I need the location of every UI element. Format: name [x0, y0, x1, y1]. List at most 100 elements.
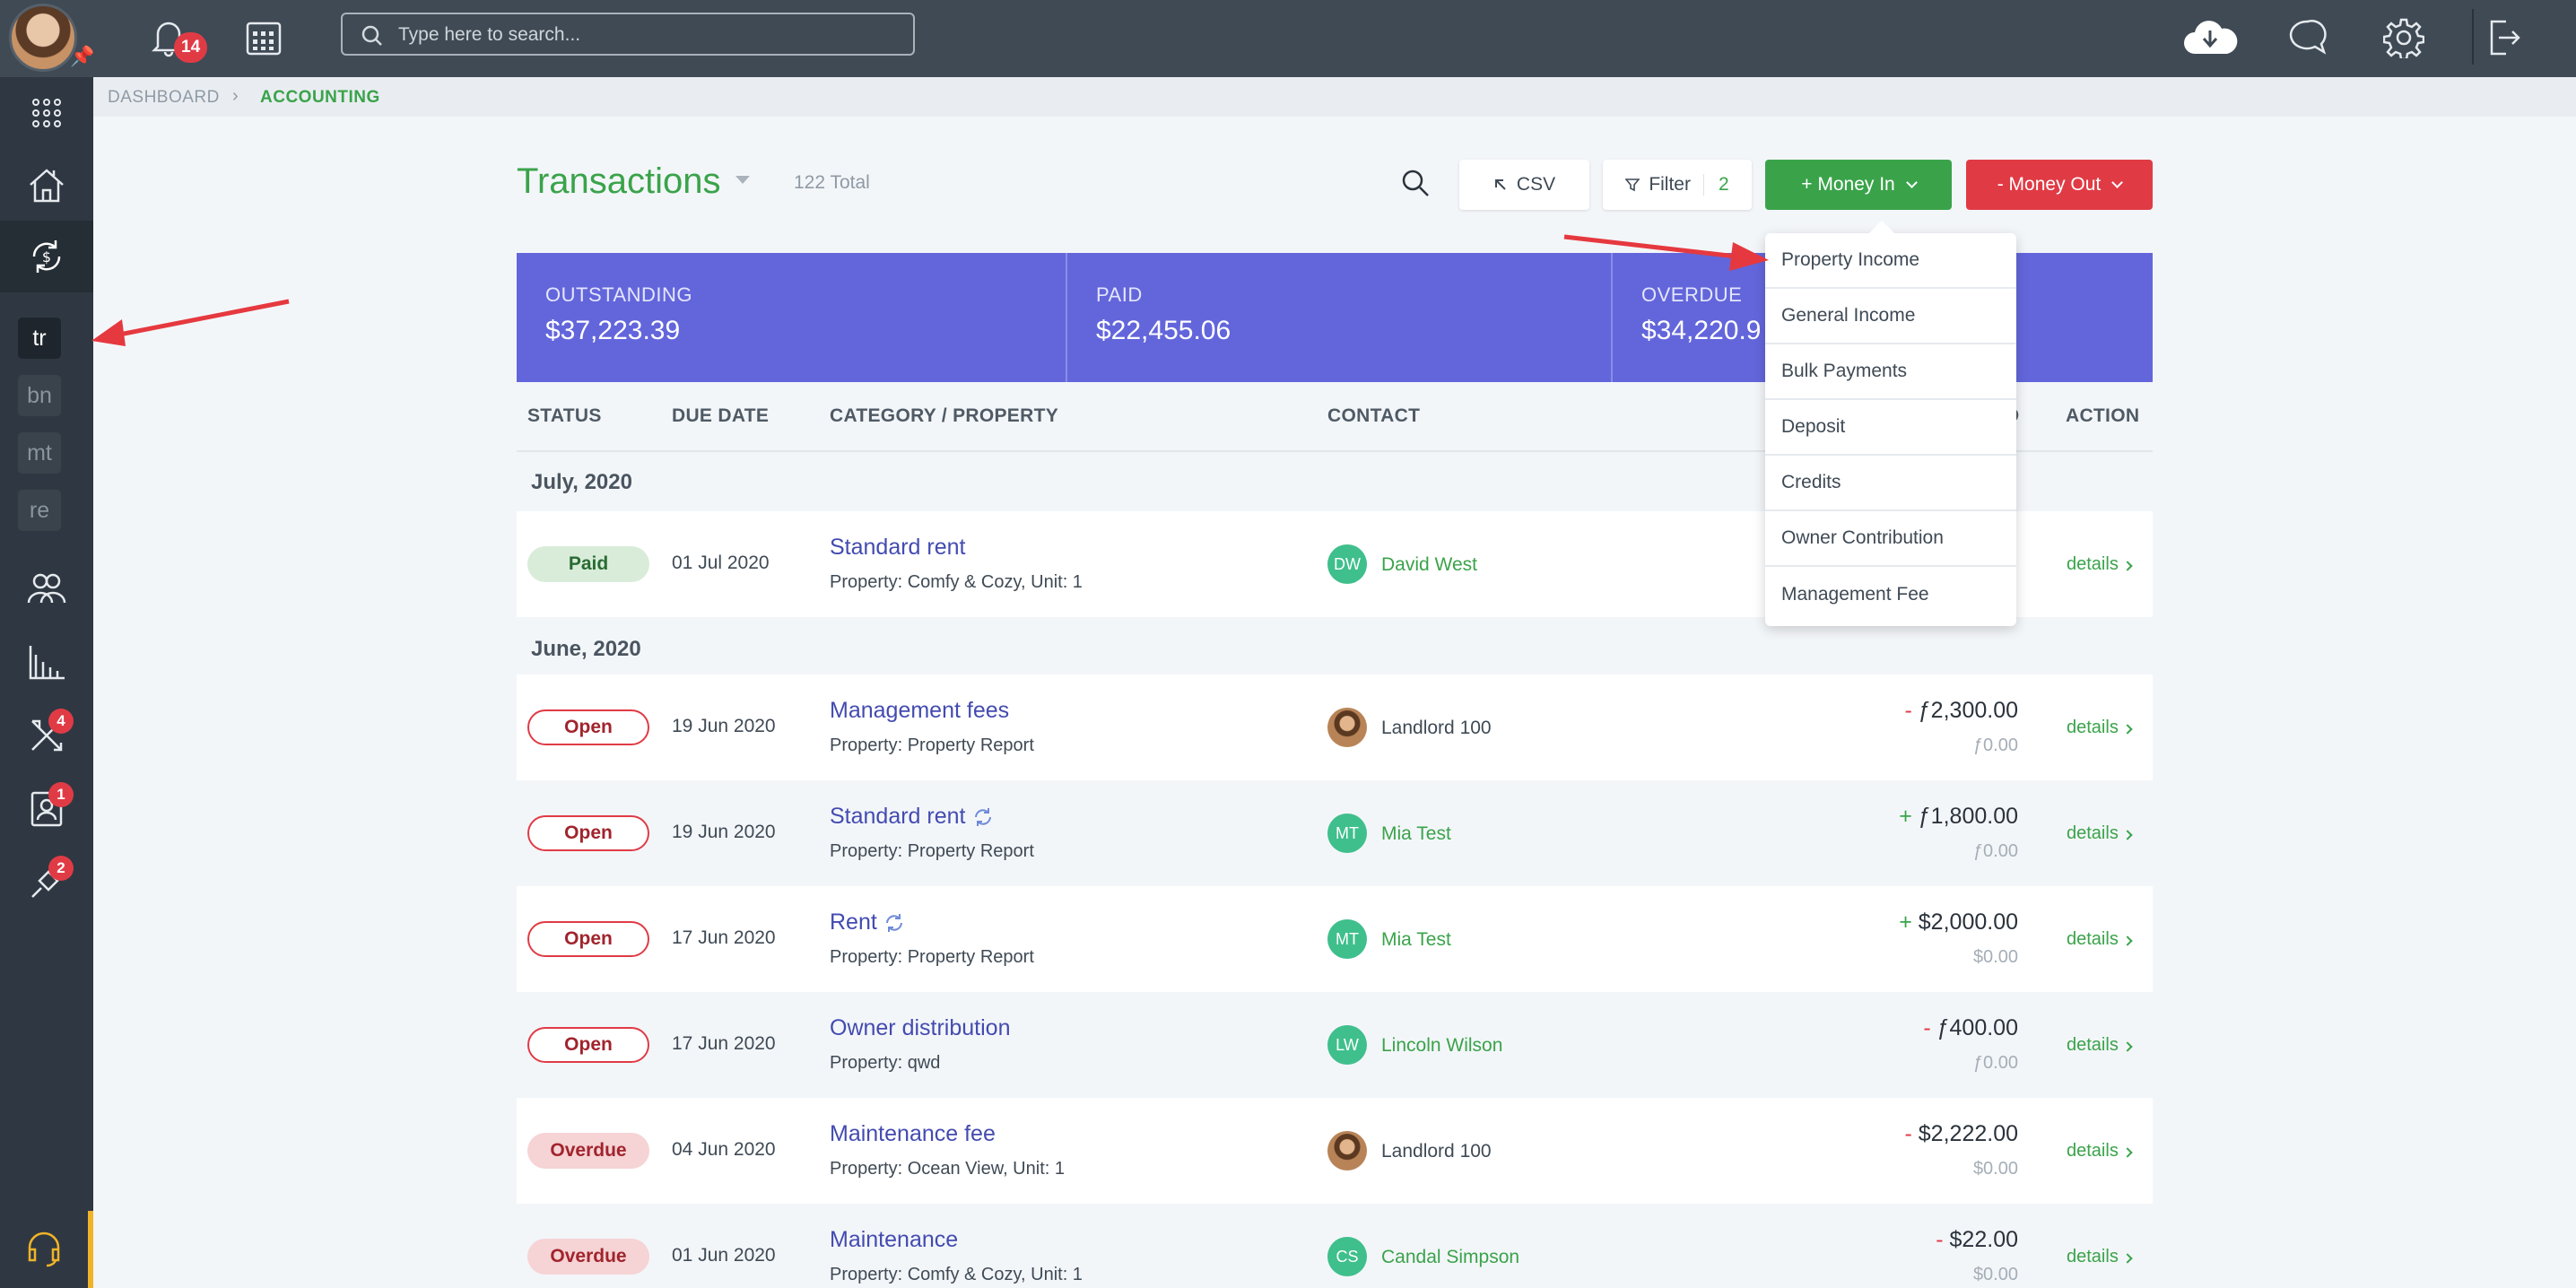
sidebar-item-apps[interactable]	[0, 77, 93, 149]
shortcut-tr[interactable]: tr	[18, 318, 61, 359]
shortcut-mt[interactable]: mt	[18, 432, 61, 474]
shortcut-re[interactable]: re	[18, 490, 61, 531]
details-label: details	[2067, 554, 2119, 574]
filter-count: 2	[1702, 174, 1729, 196]
property-text: Property: Comfy & Cozy, Unit: 1	[830, 1265, 1083, 1284]
menu-item-credits[interactable]: Credits	[1765, 456, 2016, 511]
house-icon	[30, 169, 64, 203]
calendar-button[interactable]	[239, 13, 289, 63]
money-in-label: + Money In	[1801, 174, 1895, 195]
page-title[interactable]: Transactions	[517, 161, 721, 201]
amount-paid: $0.00	[1972, 1159, 2018, 1179]
menu-item-bulk-payments[interactable]: Bulk Payments	[1765, 344, 2016, 400]
table-row[interactable]: Overdue 01 Jun 2020 Maintenance Property…	[517, 1204, 2153, 1288]
amount-sign: -	[1936, 1227, 1944, 1252]
sidebar-item-reports[interactable]	[0, 626, 93, 698]
money-in-button[interactable]: + Money In	[1765, 160, 1952, 210]
sidebar-item-properties[interactable]	[0, 149, 93, 221]
sidebar-item-tools[interactable]: 4	[0, 700, 93, 771]
table-row[interactable]: Open 17 Jun 2020 Owner distribution Prop…	[517, 992, 2153, 1098]
details-link[interactable]: details	[2067, 823, 2133, 844]
menu-item-owner-contribution[interactable]: Owner Contribution	[1765, 511, 2016, 567]
details-link[interactable]: details	[2067, 718, 2133, 738]
contact-link[interactable]: Candal Simpson	[1381, 1247, 1520, 1267]
csv-label: CSV	[1516, 174, 1556, 195]
support-button[interactable]	[0, 1211, 93, 1288]
details-link[interactable]: details	[2067, 929, 2133, 950]
amount-value: ƒ1,800.00	[1918, 804, 2018, 829]
details-link[interactable]: details	[2067, 554, 2133, 575]
contact-link[interactable]: Mia Test	[1381, 823, 1451, 844]
details-label: details	[2067, 718, 2119, 737]
settings-button[interactable]	[2379, 13, 2429, 63]
property-text: Property: Property Report	[830, 735, 1034, 755]
column-contact[interactable]: CONTACT	[1327, 405, 1421, 426]
contact-photo-avatar	[1327, 1131, 1367, 1171]
details-link[interactable]: details	[2067, 1035, 2133, 1056]
table-row[interactable]: Open 17 Jun 2020 Rent Property: Property…	[517, 886, 2153, 992]
category-link[interactable]: Owner distribution	[830, 1015, 1011, 1040]
category-link[interactable]: Maintenance fee	[830, 1121, 996, 1146]
menu-item-deposit[interactable]: Deposit	[1765, 400, 2016, 456]
column-due-date[interactable]: DUE DATE	[672, 405, 770, 426]
table-row[interactable]: Open 19 Jun 2020 Standard rent Property:…	[517, 780, 2153, 886]
amount: - $22.00	[1936, 1227, 2018, 1253]
sidebar: $ tr bn mt re 4 1 2	[0, 77, 93, 1288]
details-link[interactable]: details	[2067, 1247, 2133, 1267]
filter-icon	[1625, 178, 1640, 192]
table-search-button[interactable]	[1399, 167, 1439, 206]
sidebar-item-integrations[interactable]: 2	[0, 847, 93, 918]
category-link[interactable]: Standard rent	[830, 804, 995, 830]
sidebar-item-contacts[interactable]: 1	[0, 773, 93, 845]
global-search[interactable]	[341, 13, 915, 56]
filter-button[interactable]: Filter 2	[1603, 160, 1752, 210]
contact-link[interactable]: Mia Test	[1381, 929, 1451, 950]
accounting-cycle-icon: $	[32, 240, 61, 273]
due-date: 04 Jun 2020	[672, 1139, 776, 1160]
details-link[interactable]: details	[2067, 1141, 2133, 1162]
logout-button[interactable]	[2479, 13, 2529, 63]
download-button[interactable]	[2181, 13, 2239, 63]
category-link[interactable]: Maintenance	[830, 1227, 959, 1252]
amount-sign: -	[1904, 698, 1912, 723]
contact-avatar: MT	[1327, 814, 1367, 853]
chevron-right-icon	[2122, 1041, 2133, 1052]
category-link[interactable]: Management fees	[830, 698, 1010, 723]
search-input[interactable]	[398, 22, 901, 48]
group-header: June, 2020	[517, 619, 2153, 674]
contact-link[interactable]: David West	[1381, 554, 1477, 575]
sidebar-item-people[interactable]	[0, 553, 93, 624]
total-count: 122 Total	[794, 172, 870, 193]
shortcut-bn[interactable]: bn	[18, 375, 61, 416]
breadcrumb-dashboard[interactable]: DASHBOARD	[108, 88, 220, 107]
summary-label: OVERDUE	[1641, 283, 1743, 306]
chat-icon	[2289, 20, 2327, 55]
messages-button[interactable]	[2284, 13, 2334, 63]
column-status[interactable]: STATUS	[527, 405, 602, 426]
title-caret-icon[interactable]	[735, 176, 750, 184]
table-row[interactable]: Open 19 Jun 2020 Management fees Propert…	[517, 674, 2153, 780]
menu-item-property-income[interactable]: Property Income	[1765, 233, 2016, 289]
category-link[interactable]: Rent	[830, 909, 906, 936]
contact-avatar: CS	[1327, 1237, 1367, 1276]
column-category[interactable]: CATEGORY / PROPERTY	[830, 405, 1059, 426]
notifications-badge: 14	[174, 32, 208, 63]
export-arrow-icon	[1494, 179, 1506, 190]
user-avatar[interactable]	[9, 4, 77, 72]
sidebar-item-accounting[interactable]: $	[0, 221, 93, 292]
money-out-button[interactable]: - Money Out	[1966, 160, 2153, 210]
group-label: June, 2020	[531, 637, 641, 661]
notifications-button[interactable]: 14	[144, 13, 208, 63]
menu-item-general-income[interactable]: General Income	[1765, 289, 2016, 344]
csv-export-button[interactable]: CSV	[1459, 160, 1589, 210]
menu-item-management-fee[interactable]: Management Fee	[1781, 584, 1929, 605]
amount-paid: $0.00	[1972, 1265, 2018, 1284]
details-label: details	[2067, 929, 2119, 949]
status-badge: Open	[527, 815, 649, 851]
bar-chart-icon	[29, 646, 65, 680]
due-date: 17 Jun 2020	[672, 927, 776, 948]
contact-link[interactable]: Lincoln Wilson	[1381, 1035, 1503, 1056]
table-row[interactable]: Overdue 04 Jun 2020 Maintenance fee Prop…	[517, 1098, 2153, 1204]
category-link[interactable]: Standard rent	[830, 535, 966, 560]
amount-value: $22.00	[1949, 1227, 2018, 1252]
